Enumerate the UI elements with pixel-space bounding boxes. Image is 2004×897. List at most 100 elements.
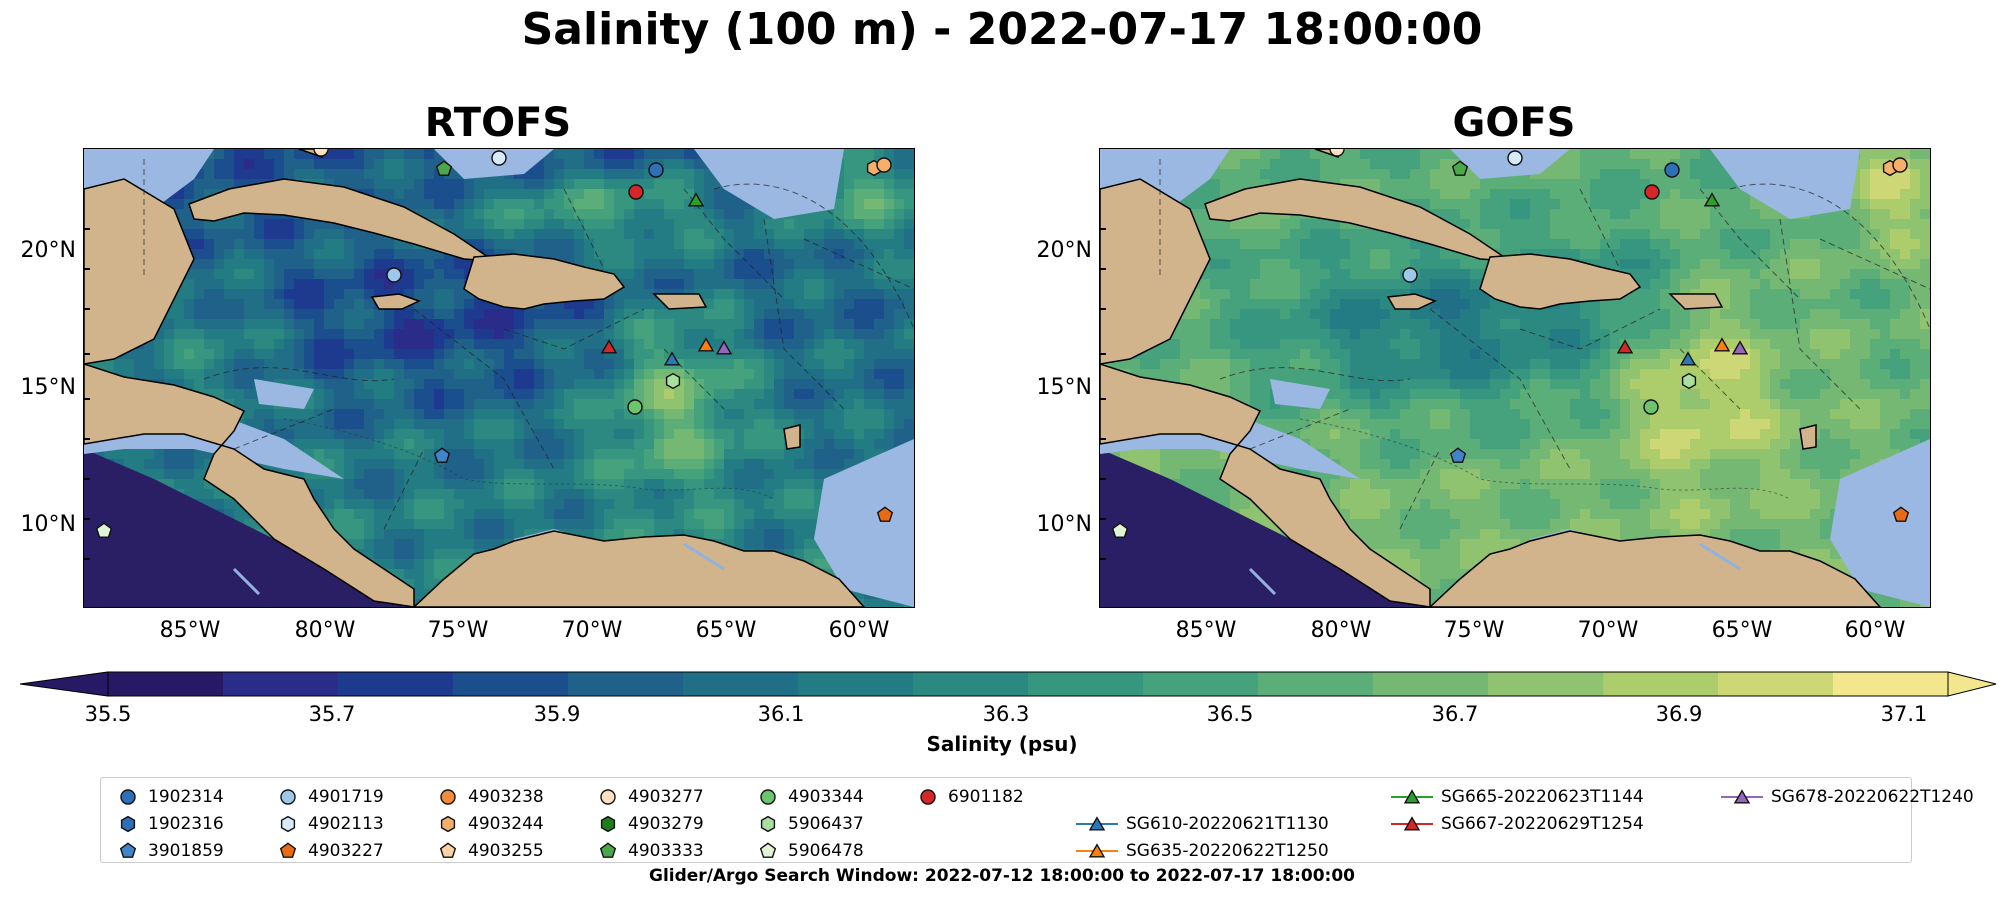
legend-item: SG678-20220622T1240 [1721,785,1974,809]
legend-item: SG635-20220622T1250 [1076,839,1329,863]
lon-label-80w: 80°W [1310,618,1372,643]
float-marker [600,339,618,354]
south-america [412,530,866,607]
panel-title-gofs: GOFS [1452,100,1576,146]
puerto-rico [652,293,708,310]
eez-boundaries [1219,183,1930,530]
colorbar-segment [798,672,914,696]
legend-label: 4903255 [468,841,544,861]
colorbar [19,671,1997,697]
trinidad [783,424,801,450]
hispaniola [463,253,626,310]
float-marker [715,340,733,355]
pacific-ocean [84,449,414,607]
legend-label: 5906478 [788,841,864,861]
colorbar-extend-low [19,671,109,697]
colorbar-tick: 36.5 [1206,702,1254,726]
lon-label-60w: 60°W [1844,618,1906,643]
search-window-text: Glider/Argo Search Window: 2022-07-12 18… [649,866,1355,886]
legend-label: 4903277 [628,787,704,807]
legend-item: SG610-20220621T1130 [1076,812,1329,836]
map-canvas-gofs [1100,149,1930,607]
lon-label-75w: 75°W [1443,618,1505,643]
colorbar-tick: 36.3 [982,702,1030,726]
float-marker [1507,150,1523,166]
yucatan-peninsula [1100,178,1211,365]
float-marker [1111,522,1129,538]
float-marker [648,162,664,178]
circle-marker-icon [440,789,456,805]
float-marker [313,149,329,157]
pentagon-marker-icon [439,842,457,858]
legend-item: 1902314 [116,785,224,809]
atlantic-shelf [814,439,914,607]
lat-label-20n: 20°N [20,238,76,263]
legend-item: 5906478 [756,839,864,863]
map-rtofs[interactable] [83,148,915,608]
cuba [1204,178,1513,262]
float-marker [687,192,705,207]
legend-label: 4903344 [788,787,864,807]
legend-label: 4903333 [628,841,704,861]
lon-label-60w: 60°W [828,618,890,643]
jamaica [1386,293,1437,310]
float-marker [876,506,894,522]
legend-item: 4903279 [596,812,704,836]
bathymetry-contour [1299,418,1791,500]
legend-item: 4903238 [436,785,544,809]
colorbar-segment [1028,672,1144,696]
legend-label: SG635-20220622T1250 [1126,841,1329,861]
legend-item: SG665-20220623T1144 [1391,785,1644,809]
legend-item: 4903255 [436,839,544,863]
figure-title: Salinity (100 m) - 2022-07-17 18:00:00 [521,4,1483,55]
float-marker [435,160,453,176]
colorbar-segment [338,672,454,696]
float-marker [665,372,681,390]
legend-label: SG610-20220621T1130 [1126,814,1329,834]
lat-label-15n: 15°N [1036,375,1092,400]
circle-marker-icon [600,789,616,805]
legend-item: 3901859 [116,839,224,863]
bahamas-shelf-east [694,149,844,219]
lat-label-20n: 20°N [1036,238,1092,263]
triangle-marker-icon [1076,843,1118,858]
bathymetry-contour [283,418,775,500]
float-marker [628,184,644,200]
hexagon-marker-icon [280,815,296,833]
float-marker [386,267,402,283]
colorbar-segment [568,672,684,696]
legend-item: 4903227 [276,839,384,863]
colorbar-segment [223,672,339,696]
hexagon-marker-icon [440,815,456,833]
float-marker [1402,267,1418,283]
bahamas-shelf [1450,149,1570,179]
legend-item: 4903344 [756,785,864,809]
float-marker [1731,340,1749,355]
trinidad [1799,424,1817,450]
legend-label: 4903244 [468,814,544,834]
legend-label: SG667-20220629T1254 [1441,814,1644,834]
map-gofs[interactable] [1099,148,1931,608]
lon-label-75w: 75°W [427,618,489,643]
colorbar-label: Salinity (psu) [926,732,1078,756]
triangle-marker-icon [1721,789,1763,804]
colorbar-tick: 35.7 [308,702,356,726]
colorbar-segment [1258,672,1374,696]
yucatan-peninsula [84,178,195,365]
legend-label: SG665-20220623T1144 [1441,787,1644,807]
legend-label: 3901859 [148,841,224,861]
legend-item: 4903333 [596,839,704,863]
float-marker [1329,149,1345,157]
lon-label-70w: 70°W [561,618,623,643]
colorbar-tick: 36.7 [1431,702,1479,726]
river [232,542,725,596]
jamaica-shelf [1270,379,1330,409]
colorbar-segment [913,672,1029,696]
bahamas-shelf-east [1710,149,1860,219]
float-marker [433,447,451,463]
float-marker [1451,160,1469,176]
float-marker [663,351,681,366]
jamaica [370,293,421,310]
legend-label: 4901719 [308,787,384,807]
legend-label: 4902113 [308,814,384,834]
